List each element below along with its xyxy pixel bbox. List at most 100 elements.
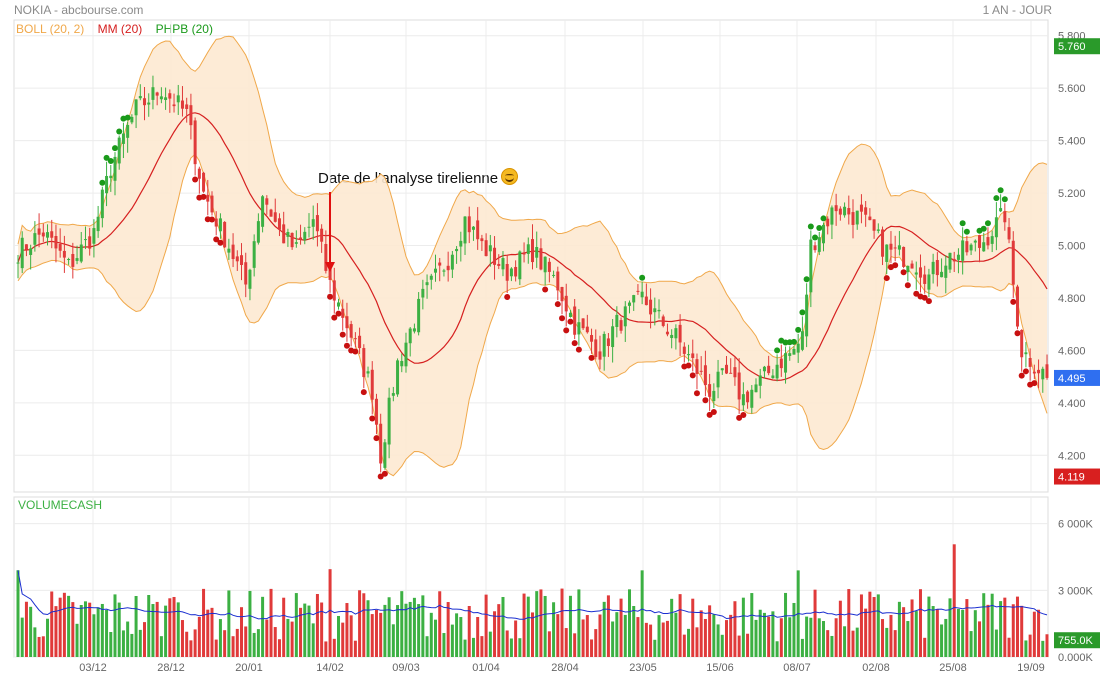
volume-bar (71, 602, 75, 657)
candle-body (155, 92, 159, 96)
volume-bar (952, 544, 956, 657)
volume-bar (223, 630, 227, 657)
volume-moving-average (17, 570, 1048, 620)
candle-body (138, 96, 142, 99)
candle-body (724, 364, 728, 374)
date-tick-label: 09/03 (392, 662, 420, 674)
candle-body (733, 367, 737, 378)
volume-bar (859, 594, 863, 657)
candle-body (252, 241, 256, 268)
volume-bar (847, 589, 851, 657)
volume-bar (20, 617, 24, 657)
volume-bar (978, 621, 982, 657)
phpb-low-marker (685, 362, 692, 369)
candle-body (573, 306, 577, 335)
volume-bar (784, 592, 788, 657)
volume-bar (362, 593, 366, 657)
volume-bar (121, 630, 125, 657)
volume-bar (636, 617, 640, 657)
phpb-low-marker (702, 397, 709, 404)
candle-body (859, 204, 863, 212)
candle-body (337, 302, 341, 307)
volume-bar (999, 601, 1003, 657)
volume-bar (244, 626, 248, 657)
volume-bar (830, 635, 834, 657)
candle-body (767, 365, 771, 374)
volume-bar (779, 618, 783, 657)
candle-body (830, 207, 834, 225)
phpb-low-marker (369, 415, 376, 422)
candle-body (923, 274, 927, 284)
legend-mm[interactable]: MM (20) (97, 22, 143, 36)
candle-body (214, 218, 218, 227)
volume-bar (826, 630, 830, 657)
high-price-badge: 5.760 (1058, 41, 1086, 53)
volume-bar (332, 638, 336, 657)
candle-body (210, 195, 214, 213)
volume-bar (969, 631, 973, 657)
candle-body (143, 98, 147, 106)
phpb-low-marker (343, 342, 350, 349)
volume-bar (294, 593, 298, 657)
phpb-high-marker (980, 225, 987, 232)
phpb-low-marker (200, 193, 207, 200)
phpb-high-marker (803, 276, 810, 283)
volume-bar (531, 612, 534, 657)
volume-bar (657, 615, 661, 657)
volume-bar (151, 604, 155, 657)
legend-boll[interactable]: BOLL (20, 2) (16, 22, 85, 36)
phpb-high-marker (997, 187, 1004, 194)
candle-body (577, 322, 581, 335)
candle-body (421, 288, 425, 298)
candle-body (370, 369, 374, 400)
volume-bar (762, 612, 766, 657)
candle-body (1028, 357, 1032, 367)
candle-body (366, 371, 370, 374)
candle-body (412, 328, 416, 332)
volume-bar (619, 598, 623, 657)
volume-bar (881, 619, 885, 657)
volume-bar (113, 594, 117, 657)
candle-body (531, 239, 534, 263)
candle-body (691, 353, 695, 358)
phpb-low-marker (335, 310, 342, 317)
period-label[interactable]: 1 AN - JOUR (982, 3, 1052, 17)
volume-bar (421, 595, 425, 657)
legend-phpb[interactable]: PHPB (20) (155, 22, 213, 36)
volume-bar (484, 594, 488, 657)
phpb-high-marker (963, 228, 970, 235)
volume-bar (885, 627, 889, 657)
volume-bar (590, 639, 594, 657)
phpb-low-marker (925, 298, 932, 305)
volume-bar (41, 636, 45, 657)
candle-body (37, 228, 41, 235)
candle-body (961, 240, 965, 261)
volume-bar (396, 605, 400, 657)
smiley-icon (501, 168, 519, 185)
volume-bar (594, 629, 598, 657)
candle-body (105, 175, 109, 194)
volume-bar (100, 603, 104, 657)
annotation-arrowhead (325, 262, 335, 272)
volume-bar (172, 596, 176, 657)
volume-bar (792, 602, 796, 657)
candle-body (876, 229, 880, 231)
volume-bar (973, 610, 977, 657)
volume-bar (311, 623, 315, 657)
volume-bar (299, 607, 303, 657)
candle-body (855, 210, 859, 225)
volume-bar (425, 636, 429, 657)
volume-bar (463, 639, 467, 657)
candle-body (197, 168, 201, 179)
candle-body (872, 219, 876, 231)
candle-body (885, 244, 889, 262)
candle-body (952, 258, 956, 262)
volume-bar (577, 589, 581, 657)
volume-bar (644, 622, 648, 657)
candle-body (585, 326, 589, 333)
candle-body (404, 342, 408, 367)
candle-body (881, 229, 885, 257)
candle-body (391, 393, 395, 396)
volume-bar (109, 632, 113, 657)
